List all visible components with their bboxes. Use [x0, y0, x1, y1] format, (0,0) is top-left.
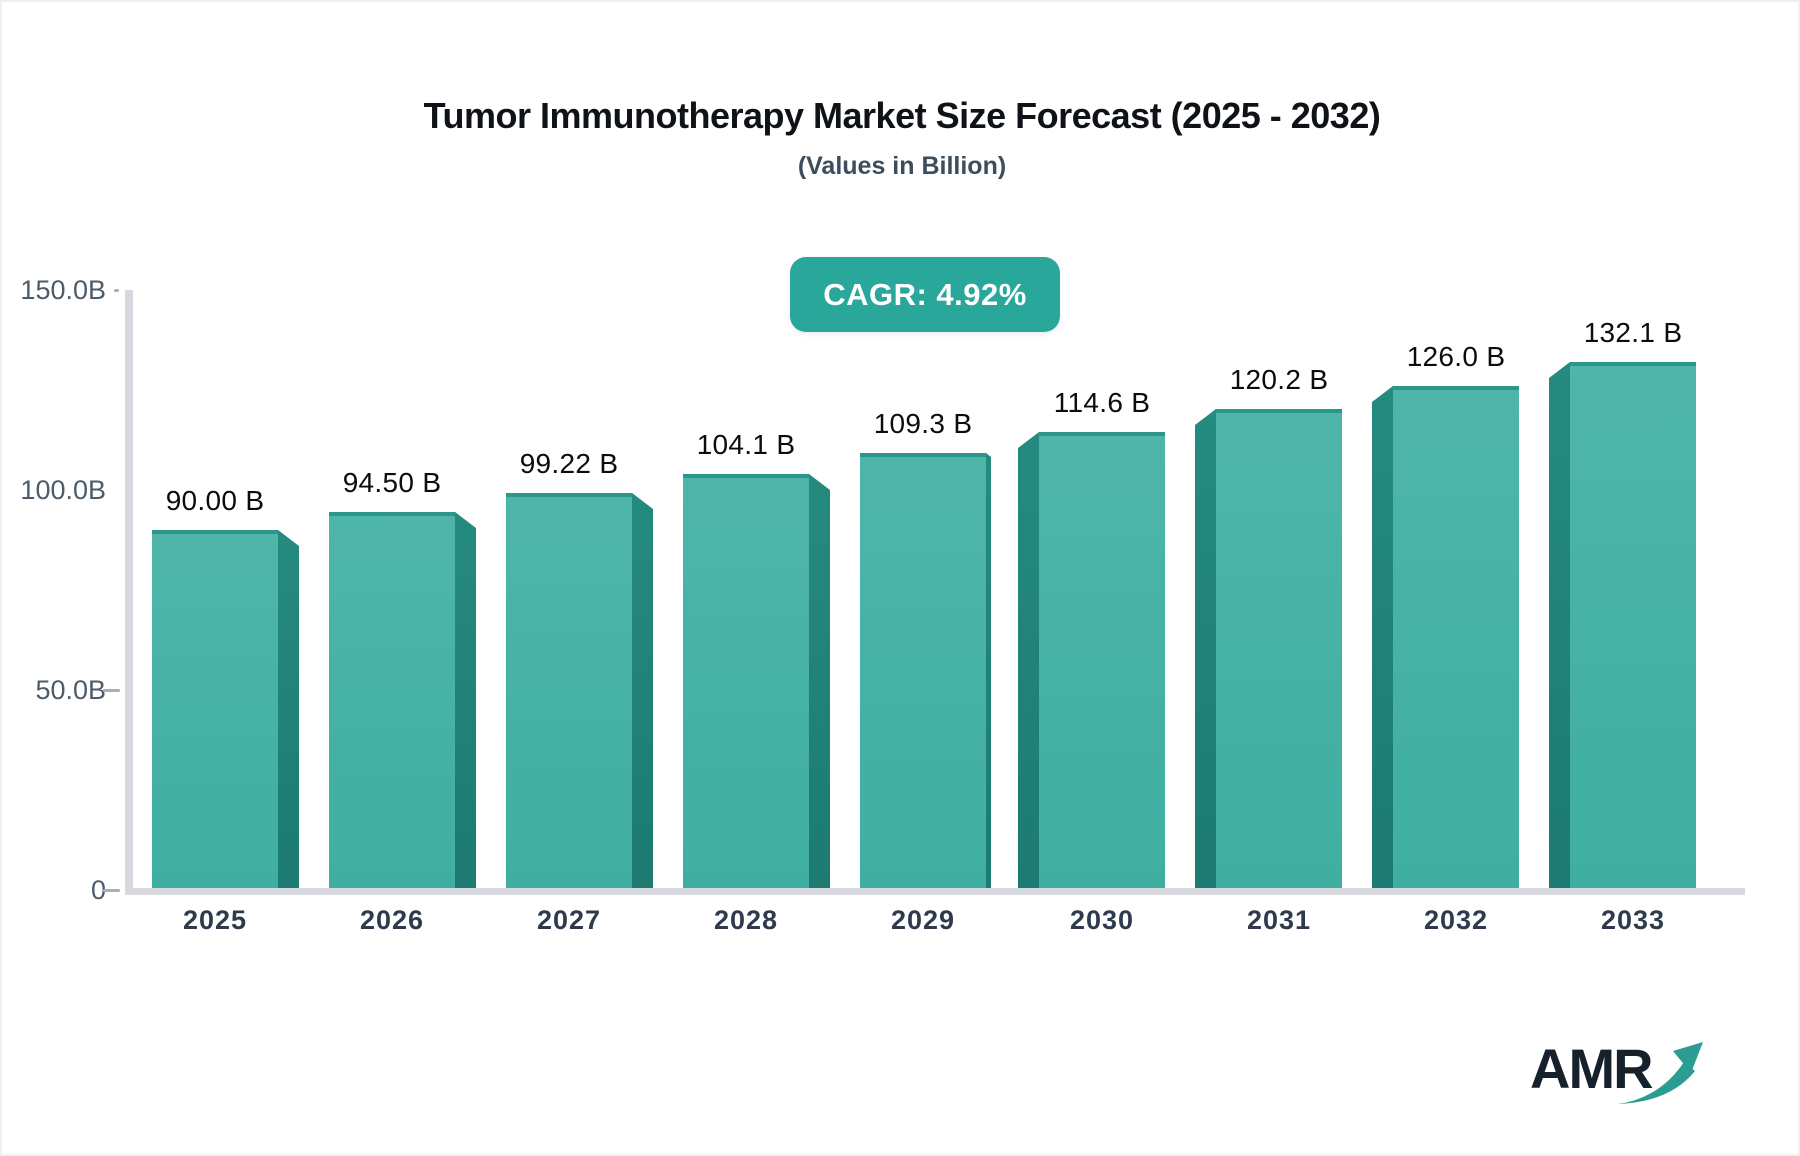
amr-logo-arrowhead [1673, 1042, 1703, 1073]
bar-2031 [1216, 409, 1342, 888]
bar-3d-side-2031 [1195, 409, 1216, 888]
bar-2026 [329, 512, 455, 888]
cagr-badge-label: CAGR: 4.92% [823, 276, 1027, 312]
x-axis-label-2029: 2029 [890, 905, 956, 935]
y-axis-tick-label: 100.0B [20, 475, 106, 505]
bar-value-label: 104.1 B [696, 429, 796, 460]
y-axis-tick-mark [103, 689, 120, 692]
bar-value-label: 94.50 B [342, 467, 442, 498]
x-axis-label-2027: 2027 [536, 905, 602, 935]
bar-2030 [1039, 432, 1165, 888]
bar-2029 [860, 453, 986, 888]
y-axis-line [125, 290, 133, 894]
x-axis-label-2033: 2033 [1600, 905, 1666, 935]
y-axis-tick-label: 150.0B [20, 275, 106, 305]
bar-value-label: 114.6 B [1053, 387, 1151, 418]
y-axis-tick-label: 50.0B [35, 675, 106, 705]
bar-2033 [1570, 362, 1696, 888]
bar-value-label: 99.22 B [519, 448, 619, 479]
bar-2025 [152, 530, 278, 888]
y-axis-tick-mark [103, 889, 120, 892]
bar-2032 [1393, 386, 1519, 888]
bar-value-label: 120.2 B [1229, 364, 1329, 395]
x-axis-label-2032: 2032 [1423, 905, 1489, 935]
bar-2027 [506, 493, 632, 888]
chart-subtitle: (Values in Billion) [797, 152, 1007, 180]
bar-3d-side-2032 [1372, 386, 1393, 888]
bar-value-label: 126.0 B [1406, 341, 1506, 372]
bar-3d-side-2027 [632, 493, 653, 888]
amr-logo: AMR [1530, 1037, 1703, 1104]
x-axis-label-2031: 2031 [1246, 905, 1312, 935]
chart-title: Tumor Immunotherapy Market Size Forecast… [423, 95, 1381, 136]
bar-3d-side-2025 [278, 530, 299, 888]
x-axis-line [125, 888, 1745, 895]
bar-3d-side-2028 [809, 474, 830, 888]
bar-3d-side-2029 [986, 453, 991, 888]
bar-value-label: 132.1 B [1583, 317, 1683, 348]
x-axis-label-2026: 2026 [359, 905, 425, 935]
bar-value-label: 90.00 B [165, 485, 265, 516]
x-axis-label-2025: 2025 [182, 905, 248, 935]
bar-value-label: 109.3 B [873, 408, 973, 439]
y-axis-tick-label: 0 [90, 875, 106, 905]
x-axis-label-2028: 2028 [713, 905, 779, 935]
bar-2028 [683, 474, 809, 888]
y-axis-tick-mark [114, 289, 119, 292]
bar-3d-side-2026 [455, 512, 476, 888]
cagr-badge: CAGR: 4.92% [790, 257, 1060, 332]
amr-logo-text: AMR [1530, 1037, 1653, 1100]
bar-3d-side-2033 [1549, 362, 1570, 888]
x-axis-label-2030: 2030 [1069, 905, 1135, 935]
bar-3d-side-2030 [1018, 432, 1039, 888]
